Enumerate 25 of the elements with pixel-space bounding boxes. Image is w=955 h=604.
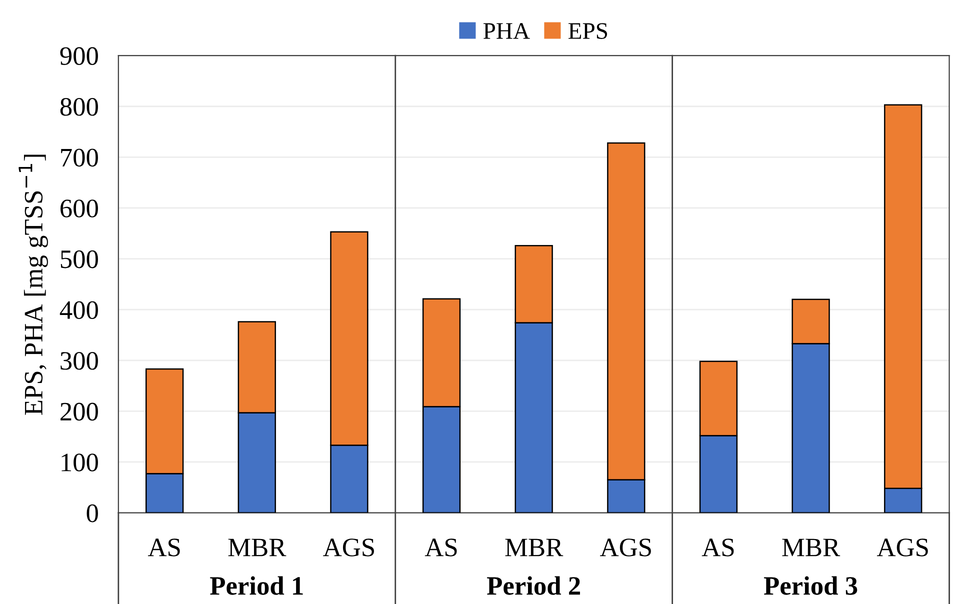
- y-axis-title: EPS, PHA [mg gTSS$^{−1}$]: [18, 154, 48, 415]
- y-tick-label: 200: [60, 402, 98, 421]
- y-tick-label: 900: [60, 47, 98, 65]
- x-tick-label: AGS: [876, 538, 928, 556]
- x-tick-label: MBR: [782, 538, 840, 556]
- y-tick-label: 100: [62, 454, 98, 472]
- legend-label: PHA: [483, 23, 530, 39]
- text: Period 1: [210, 576, 303, 595]
- x-tick-label: AGS: [323, 538, 374, 556]
- y-tick-label: 600: [60, 200, 98, 218]
- y-tick-label: 500: [60, 250, 98, 268]
- y-tick-label: 300: [60, 352, 98, 370]
- y-tick-label: 700: [61, 148, 98, 167]
- x-tick-label: AS: [702, 538, 734, 556]
- y-tick-label: 800: [60, 98, 98, 116]
- legend-label: EPS: [568, 23, 608, 39]
- text: Period 2: [487, 576, 580, 595]
- x-tick-label: MBR: [228, 538, 286, 556]
- y-tick-label: 400: [60, 301, 98, 319]
- x-tick-label: AS: [148, 538, 180, 556]
- x-tick-label: AGS: [600, 538, 651, 556]
- text: Period 3: [764, 576, 858, 595]
- x-tick-label: AS: [424, 538, 457, 556]
- x-tick-label: MBR: [505, 538, 564, 556]
- y-tick-label: 0: [86, 504, 98, 522]
